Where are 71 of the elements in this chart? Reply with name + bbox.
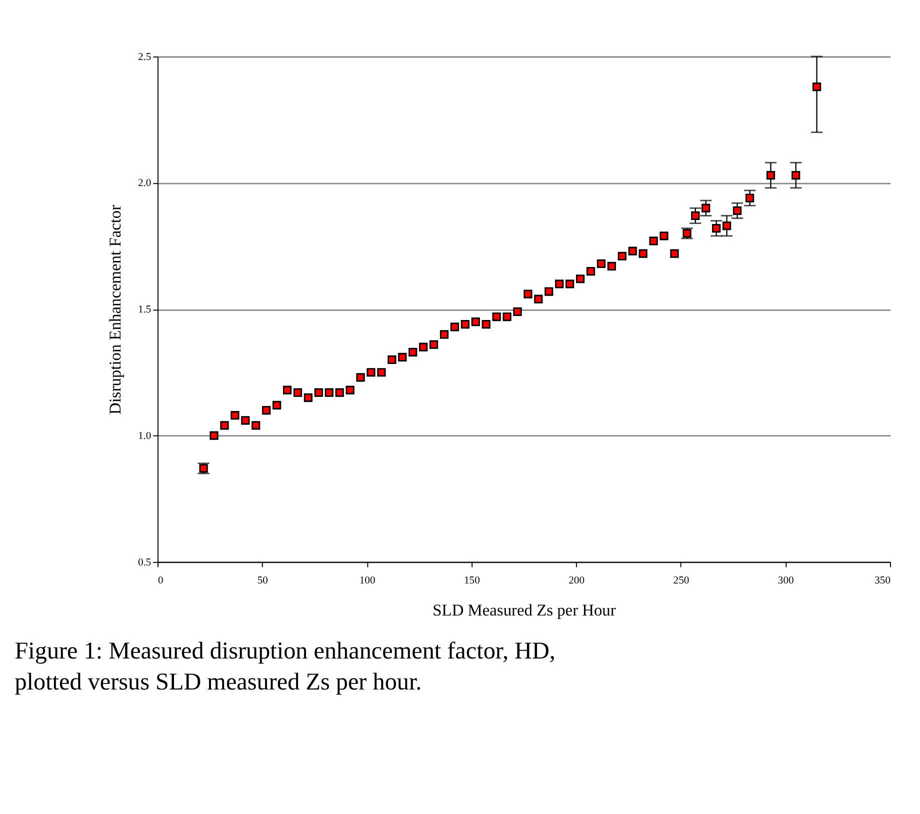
x-tick-label: 250 [673, 576, 690, 587]
point [324, 388, 334, 397]
point [712, 224, 721, 233]
point [766, 170, 776, 180]
caption: Figure 1: Measured disruption enhancement factor, HD, [14, 638, 556, 665]
point [241, 416, 250, 425]
point [366, 368, 376, 377]
point [638, 249, 648, 258]
x-tick-label: 150 [464, 576, 480, 587]
x-axis-title: SLD Measured Zs per Hour [432, 600, 616, 620]
y-tick-label: 1.5 [138, 304, 152, 316]
point [314, 388, 323, 397]
point [356, 373, 365, 382]
point [335, 388, 344, 397]
point [746, 194, 754, 202]
point [544, 287, 554, 296]
y-tick-label: 2.0 [138, 178, 152, 190]
point [252, 421, 260, 430]
point [607, 262, 616, 271]
point [576, 274, 585, 284]
point [524, 290, 532, 298]
point [419, 342, 428, 352]
y-tick-label: 1.0 [138, 430, 152, 442]
point [429, 340, 438, 349]
point [398, 352, 407, 362]
point [792, 170, 800, 180]
point [220, 421, 229, 430]
point [691, 211, 700, 220]
point [293, 388, 302, 397]
point [722, 221, 732, 230]
point [440, 330, 449, 339]
x-tick-label: 0 [158, 576, 164, 587]
point [471, 318, 480, 326]
x-tick-label: 200 [568, 576, 585, 587]
point [272, 400, 282, 410]
point [596, 259, 606, 268]
point [408, 348, 418, 356]
point [670, 249, 679, 258]
point [262, 406, 271, 415]
point [555, 280, 564, 288]
y-tick-label: 2.5 [138, 52, 152, 63]
point [346, 386, 354, 394]
point [230, 411, 240, 420]
point [660, 232, 668, 240]
y-tick-label: 0.5 [138, 557, 152, 568]
point [482, 320, 490, 329]
point [566, 280, 574, 288]
point [534, 294, 543, 304]
point [210, 431, 218, 440]
point [812, 82, 822, 92]
point [732, 206, 742, 215]
point [702, 204, 710, 212]
point [649, 236, 658, 246]
y-axis-title: Disruption Enhancement Factor [106, 204, 125, 414]
point [618, 252, 626, 260]
x-tick-label: 300 [778, 576, 794, 587]
point [450, 322, 460, 332]
point [304, 393, 313, 402]
point [513, 307, 522, 316]
point [502, 312, 512, 322]
point [388, 355, 396, 364]
point [628, 246, 637, 256]
x-tick-label: 100 [359, 576, 376, 587]
text: plotted versus SLD measured Zs per hour. [14, 668, 422, 696]
point [492, 312, 501, 322]
x-tick-label: 50 [257, 576, 268, 587]
x-tick-label: 350 [874, 576, 891, 587]
point [377, 368, 386, 377]
point [282, 386, 292, 394]
point [460, 320, 470, 329]
point [586, 266, 596, 276]
